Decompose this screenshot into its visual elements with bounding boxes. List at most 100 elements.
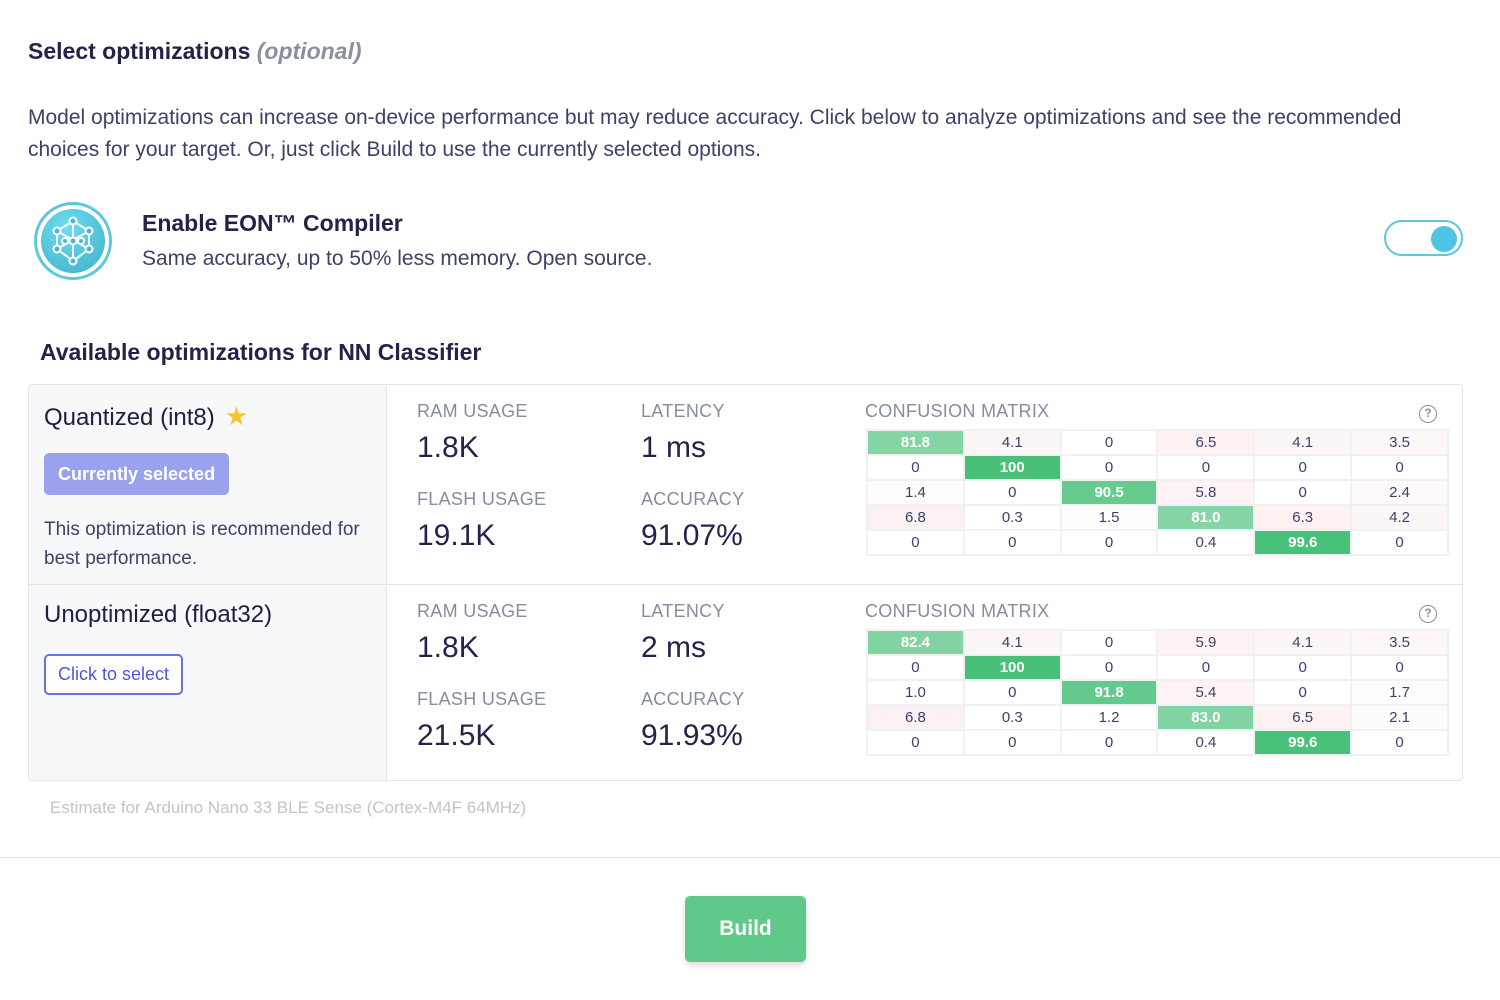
matrix-cell: 3.5 xyxy=(1350,629,1449,656)
help-icon[interactable]: ? xyxy=(1419,605,1437,623)
option-name: Quantized (int8) ★ xyxy=(44,401,248,432)
matrix-row: 1.4 0 90.5 5.8 0 2.4 xyxy=(866,479,1449,506)
eon-toggle[interactable] xyxy=(1384,220,1463,256)
matrix-cell: 3.5 xyxy=(1350,429,1449,456)
latency-label: LATENCY xyxy=(641,401,725,421)
option-name: Unoptimized (float32) xyxy=(44,601,273,628)
currently-selected-button[interactable]: Currently selected xyxy=(44,453,230,495)
matrix-row: 0 100 0 0 0 0 xyxy=(866,454,1449,481)
title-optional: (optional) xyxy=(256,38,362,64)
accuracy-value: 91.07% xyxy=(641,519,743,552)
matrix-cell: 81.8 xyxy=(866,429,965,456)
confusion-matrix-label: CONFUSION MATRIX xyxy=(865,401,1050,421)
divider xyxy=(0,857,1500,858)
matrix-cell: 90.5 xyxy=(1059,479,1159,506)
matrix-cell: 91.8 xyxy=(1059,679,1159,706)
accuracy-label: ACCURACY xyxy=(641,489,745,509)
matrix-cell: 0.4 xyxy=(1156,529,1256,556)
matrix-cell: 0 xyxy=(1253,679,1353,706)
matrix-cell: 6.3 xyxy=(1253,504,1353,531)
latency-label: LATENCY xyxy=(641,601,725,621)
matrix-cell: 6.8 xyxy=(866,704,965,731)
matrix-row: 0 0 0 0.4 99.6 0 xyxy=(866,529,1449,556)
page-title: Select optimizations (optional) xyxy=(28,38,362,65)
matrix-cell: 0 xyxy=(1253,454,1353,481)
matrix-cell: 1.7 xyxy=(1350,679,1449,706)
flash-label: FLASH USAGE xyxy=(417,489,547,509)
matrix-cell: 0 xyxy=(962,729,1062,756)
matrix-cell: 0 xyxy=(1350,729,1449,756)
ram-label: RAM USAGE xyxy=(417,601,528,621)
matrix-cell: 0 xyxy=(962,679,1062,706)
flash-value: 19.1K xyxy=(417,519,496,552)
accuracy-value: 91.93% xyxy=(641,719,743,752)
flash-value: 21.5K xyxy=(417,719,496,752)
matrix-cell: 0 xyxy=(866,529,965,556)
estimate-note: Estimate for Arduino Nano 33 BLE Sense (… xyxy=(50,798,527,817)
matrix-cell: 1.0 xyxy=(866,679,965,706)
eon-network-icon xyxy=(34,202,112,280)
matrix-row: 82.4 4.1 0 5.9 4.1 3.5 xyxy=(866,629,1449,656)
star-icon: ★ xyxy=(224,401,249,431)
matrix-cell: 6.5 xyxy=(1156,429,1256,456)
build-button[interactable]: Build xyxy=(685,896,806,962)
matrix-cell: 0 xyxy=(962,479,1062,506)
matrix-cell: 0 xyxy=(1253,479,1353,506)
help-icon[interactable]: ? xyxy=(1419,405,1437,423)
matrix-row: 6.8 0.3 1.2 83.0 6.5 2.1 xyxy=(866,704,1449,731)
matrix-cell: 0.4 xyxy=(1156,729,1256,756)
available-optimizations-title: Available optimizations for NN Classifie… xyxy=(40,339,482,365)
matrix-cell: 81.0 xyxy=(1156,504,1256,531)
matrix-cell: 1.4 xyxy=(866,479,965,506)
matrix-cell: 1.2 xyxy=(1059,704,1159,731)
option-quantized: Quantized (int8) ★ Currently selected Thi… xyxy=(29,385,387,585)
ram-label: RAM USAGE xyxy=(417,401,528,421)
matrix-cell: 99.6 xyxy=(1253,729,1353,756)
recommendation-note: This optimization is recommended for bes… xyxy=(44,519,360,569)
optimizations-table: Quantized (int8) ★ Currently selected Thi… xyxy=(28,384,1463,781)
eon-subtitle: Same accuracy, up to 50% less memory. Op… xyxy=(142,247,653,270)
click-to-select-button[interactable]: Click to select xyxy=(44,654,184,695)
confusion-matrix: 82.4 4.1 0 5.9 4.1 3.5 0 100 0 0 0 0 1.0 0 91.8 5.4 0 1.7… xyxy=(866,629,1449,756)
flash-label: FLASH USAGE xyxy=(417,689,547,709)
matrix-row: 1.0 0 91.8 5.4 0 1.7 xyxy=(866,679,1449,706)
description: Model optimizations can increase on-devi… xyxy=(28,106,1402,161)
matrix-cell: 0 xyxy=(962,529,1062,556)
matrix-cell: 1.5 xyxy=(1059,504,1159,531)
matrix-cell: 4.1 xyxy=(1253,429,1353,456)
matrix-cell: 0 xyxy=(1156,654,1256,681)
matrix-cell: 99.6 xyxy=(1253,529,1353,556)
matrix-cell: 6.8 xyxy=(866,504,965,531)
matrix-cell: 0 xyxy=(1253,654,1353,681)
matrix-cell: 0 xyxy=(1059,429,1159,456)
matrix-cell: 0 xyxy=(1059,529,1159,556)
matrix-cell: 100 xyxy=(962,454,1062,481)
toggle-knob xyxy=(1431,226,1457,252)
matrix-cell: 5.9 xyxy=(1156,629,1256,656)
matrix-cell: 6.5 xyxy=(1253,704,1353,731)
matrix-cell: 5.8 xyxy=(1156,479,1256,506)
matrix-row: 0 100 0 0 0 0 xyxy=(866,654,1449,681)
matrix-cell: 4.1 xyxy=(962,629,1062,656)
matrix-cell: 4.1 xyxy=(1253,629,1353,656)
matrix-cell: 0 xyxy=(866,729,965,756)
matrix-cell: 0 xyxy=(866,654,965,681)
matrix-cell: 82.4 xyxy=(866,629,965,656)
matrix-cell: 0 xyxy=(1059,654,1159,681)
latency-value: 1 ms xyxy=(641,431,707,464)
matrix-row: 81.8 4.1 0 6.5 4.1 3.5 xyxy=(866,429,1449,456)
ram-value: 1.8K xyxy=(417,631,479,664)
matrix-cell: 0 xyxy=(1350,654,1449,681)
matrix-cell: 5.4 xyxy=(1156,679,1256,706)
matrix-cell: 100 xyxy=(962,654,1062,681)
matrix-cell: 4.1 xyxy=(962,429,1062,456)
accuracy-label: ACCURACY xyxy=(641,689,745,709)
eon-title: Enable EON™ Compiler xyxy=(142,210,403,236)
matrix-cell: 83.0 xyxy=(1156,704,1256,731)
ram-value: 1.8K xyxy=(417,431,479,464)
matrix-cell: 0 xyxy=(1156,454,1256,481)
matrix-cell: 0 xyxy=(1059,729,1159,756)
matrix-cell: 2.1 xyxy=(1350,704,1449,731)
matrix-cell: 4.2 xyxy=(1350,504,1449,531)
option-unoptimized: Unoptimized (float32) Click to select xyxy=(29,585,387,780)
